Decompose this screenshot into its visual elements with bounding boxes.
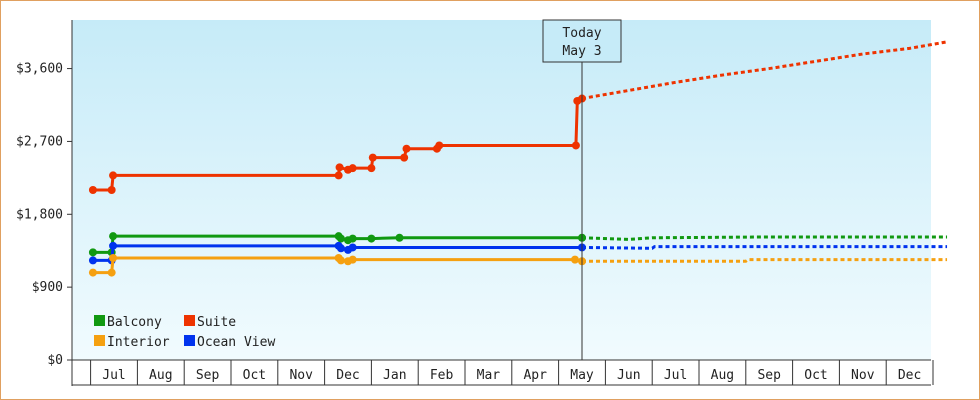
today-date: May 3 (562, 44, 601, 59)
series-line-forecast (581, 40, 948, 101)
legend-label: Balcony (107, 315, 162, 330)
today-box (542, 19, 622, 63)
y-tick-label: $2,700 (16, 134, 63, 149)
x-tick-label: Sep (196, 368, 220, 383)
data-point (570, 255, 579, 264)
data-point (88, 256, 97, 265)
today-label: Today (562, 26, 601, 41)
data-point (395, 233, 404, 242)
series-line-forecast (581, 245, 948, 250)
data-point (367, 234, 376, 243)
series-line-forecast (581, 235, 948, 241)
x-tick-label: Nov (851, 368, 875, 383)
data-point (109, 232, 118, 241)
x-tick-label: Nov (289, 368, 313, 383)
x-tick-label: Dec (898, 368, 921, 383)
x-tick-label: Aug (711, 368, 734, 383)
data-point (368, 153, 377, 162)
data-point (88, 248, 97, 257)
plot-area (72, 20, 931, 360)
x-tick-label: Mar (477, 368, 501, 383)
legend-swatch (184, 335, 195, 346)
data-point (367, 164, 376, 173)
data-point (107, 268, 116, 277)
legend-swatch (94, 315, 105, 326)
x-tick-label: Oct (243, 368, 266, 383)
data-point (435, 141, 444, 150)
data-point (336, 244, 345, 253)
data-point (336, 256, 345, 265)
y-tick-label: $900 (32, 280, 63, 295)
data-point (348, 243, 357, 252)
data-point (88, 268, 97, 277)
x-tick-label: Jul (664, 368, 687, 383)
data-point (335, 163, 344, 172)
data-point (334, 171, 343, 180)
data-point (109, 241, 118, 250)
y-tick-label: $1,800 (16, 207, 63, 222)
x-tick-label: Apr (523, 368, 547, 383)
x-tick-label: Jan (383, 368, 406, 383)
series-line-forecast (582, 258, 948, 263)
data-point (348, 234, 357, 243)
data-point (348, 255, 357, 264)
data-point (400, 153, 409, 162)
y-tick-label: $3,600 (16, 62, 63, 77)
x-tick-label: May (570, 368, 594, 383)
x-tick-label: Aug (149, 368, 172, 383)
x-tick-label: Feb (430, 368, 454, 383)
legend-label: Interior (107, 335, 170, 350)
data-point (402, 144, 411, 153)
legend-swatch (94, 335, 105, 346)
x-tick-label: Jun (617, 368, 640, 383)
legend-label: Ocean View (197, 335, 275, 350)
x-tick-label: Sep (757, 368, 781, 383)
data-point (107, 186, 116, 194)
data-point (348, 164, 357, 173)
data-point (109, 254, 118, 262)
data-point (109, 171, 118, 180)
legend-swatch (184, 315, 195, 326)
x-tick-label: Jul (102, 368, 125, 383)
legend-label: Suite (197, 315, 236, 330)
x-tick-label: Oct (804, 368, 827, 383)
data-point (336, 234, 345, 243)
data-point (88, 186, 97, 194)
data-point (571, 141, 580, 150)
x-tick-label: Dec (336, 368, 359, 383)
y-tick-label: $0 (47, 353, 63, 368)
